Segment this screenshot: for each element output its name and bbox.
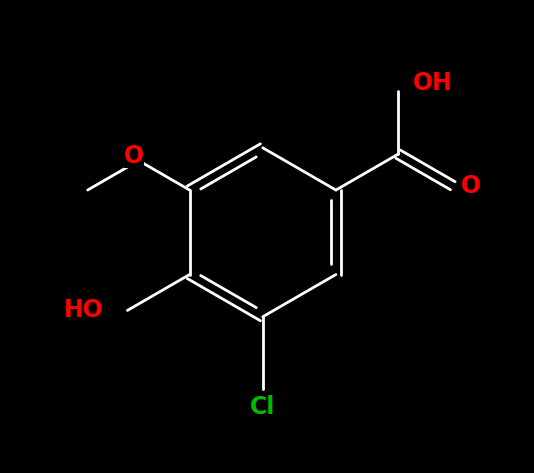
- Text: O: O: [461, 174, 482, 198]
- Text: O: O: [124, 144, 145, 168]
- Text: Cl: Cl: [250, 395, 276, 419]
- Text: HO: HO: [64, 298, 104, 323]
- Text: OH: OH: [413, 70, 453, 95]
